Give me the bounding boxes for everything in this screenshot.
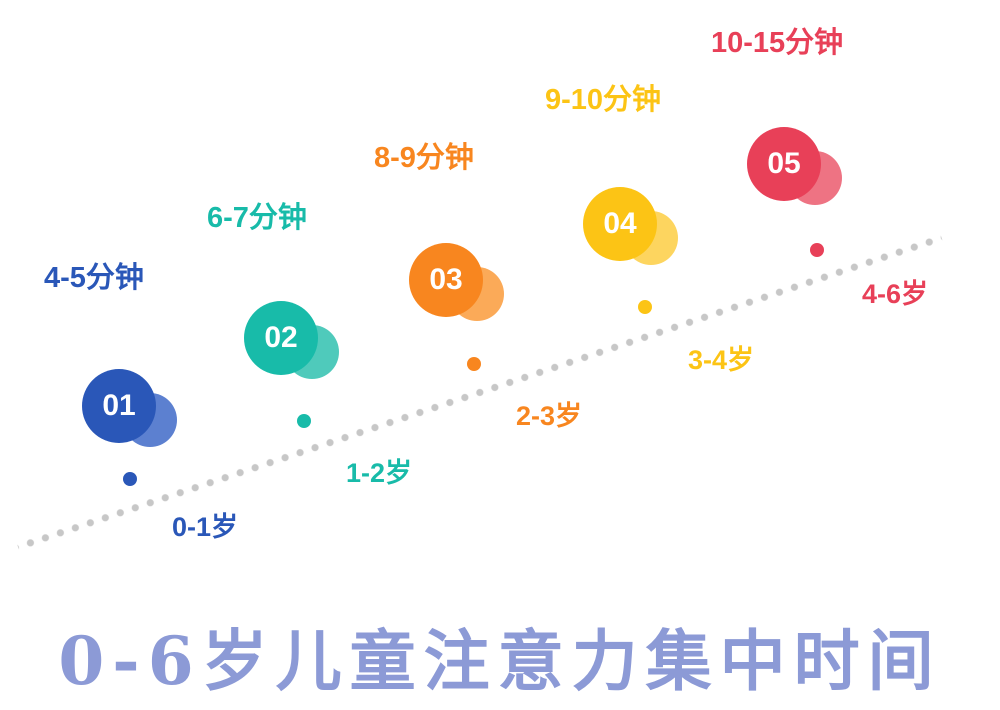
data-dot [297, 414, 311, 428]
bubble-04: 04 [583, 187, 678, 265]
bubble-01: 01 [82, 369, 177, 447]
duration-label: 10-15分钟 [711, 27, 844, 59]
data-dot [810, 243, 824, 257]
bubble-main-circle: 04 [583, 187, 657, 261]
bubble-main-circle: 01 [82, 369, 156, 443]
age-label: 3-4岁 [688, 345, 755, 375]
bubble-05: 05 [747, 127, 842, 205]
data-dot [638, 300, 652, 314]
bubble-main-circle: 03 [409, 243, 483, 317]
age-label: 1-2岁 [346, 458, 413, 488]
duration-label: 4-5分钟 [44, 262, 144, 294]
data-dot [467, 357, 481, 371]
age-label: 4-6岁 [862, 279, 929, 309]
duration-label: 9-10分钟 [545, 84, 662, 116]
duration-label: 6-7分钟 [207, 202, 307, 234]
bubble-03: 03 [409, 243, 504, 321]
bubble-main-circle: 02 [244, 301, 318, 375]
data-dot [123, 472, 137, 486]
bubble-main-circle: 05 [747, 127, 821, 201]
page-title: 0-6岁儿童注意力集中时间 [58, 622, 942, 700]
duration-label: 8-9分钟 [374, 142, 474, 174]
bubble-02: 02 [244, 301, 339, 379]
age-label: 2-3岁 [516, 401, 583, 431]
age-label: 0-1岁 [172, 512, 239, 542]
